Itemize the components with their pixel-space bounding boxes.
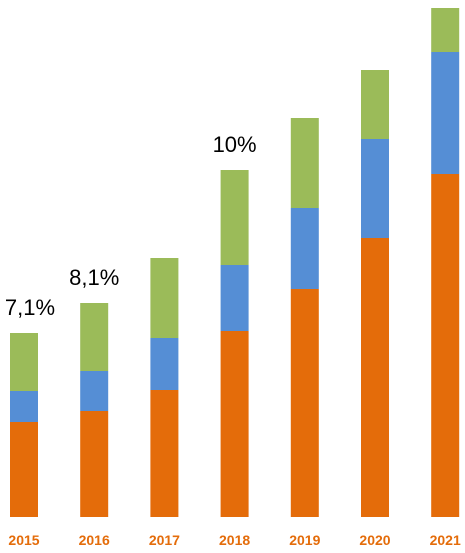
bar-segment-2019-s1 xyxy=(290,289,319,517)
x-tick-label-2020: 2020 xyxy=(359,532,390,548)
bar-segment-2019-s2 xyxy=(290,208,319,289)
annotation-2018: 10% xyxy=(213,132,257,157)
bar-segment-2020-s2 xyxy=(361,139,389,238)
x-tick-label-2015: 2015 xyxy=(8,532,39,548)
bar-segment-2018-s3 xyxy=(220,170,249,265)
x-tick-label-2017: 2017 xyxy=(149,532,180,548)
bar-segment-2015-s3 xyxy=(10,333,38,391)
x-tick-label-2021: 2021 xyxy=(430,532,461,548)
x-tick-label-2018: 2018 xyxy=(219,532,250,548)
bar-segment-2016-s1 xyxy=(80,411,109,517)
x-tick-label-2016: 2016 xyxy=(79,532,110,548)
annotation-2016: 8,1% xyxy=(69,265,119,290)
bar-segment-2020-s1 xyxy=(361,238,389,517)
bar-segment-2018-s2 xyxy=(220,265,249,331)
bar-segment-2017-s2 xyxy=(150,338,179,390)
annotation-2015: 7,1% xyxy=(5,295,55,320)
bar-segment-2016-s2 xyxy=(80,371,109,411)
bar-segment-2018-s1 xyxy=(220,331,249,517)
bar-segment-2021-s2 xyxy=(431,52,460,174)
bar-segment-2019-s3 xyxy=(290,118,319,208)
bar-segment-2015-s1 xyxy=(10,422,38,517)
bar-segment-2021-s3 xyxy=(431,8,460,52)
x-tick-label-2019: 2019 xyxy=(289,532,320,548)
bar-segment-2020-s3 xyxy=(361,70,389,139)
bar-segment-2017-s3 xyxy=(150,258,179,338)
bar-segment-2015-s2 xyxy=(10,391,38,422)
bar-segment-2017-s1 xyxy=(150,390,179,517)
bar-segment-2016-s3 xyxy=(80,303,109,371)
bar-segment-2021-s1 xyxy=(431,174,460,517)
